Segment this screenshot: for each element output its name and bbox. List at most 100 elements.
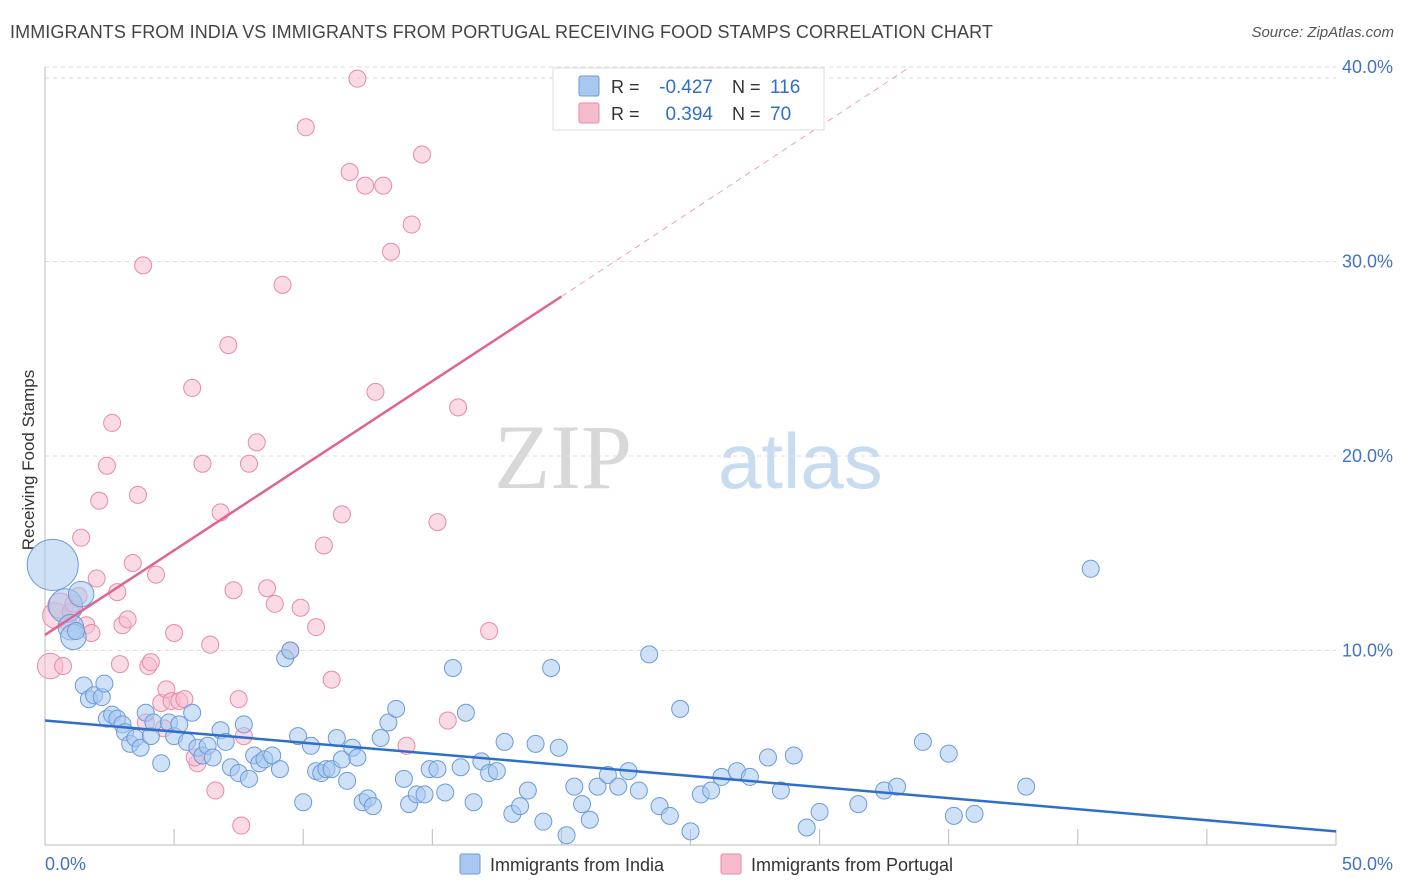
stats-n-label-portugal: N = <box>732 104 761 124</box>
portugal-point <box>123 553 142 572</box>
portugal-point <box>97 456 116 475</box>
india-point <box>888 777 907 796</box>
portugal-point <box>273 275 292 294</box>
india-point <box>671 699 690 718</box>
portugal-point <box>219 336 238 355</box>
stats-legend: R = -0.427 N = 116 R = 0.394 N = 70 <box>552 67 825 131</box>
india-point <box>443 659 462 678</box>
india-point <box>464 793 483 812</box>
portugal-point <box>374 176 393 195</box>
portugal-trend-line <box>44 295 563 636</box>
legend-swatch-india <box>459 853 481 875</box>
y-tick-labels: 10.0% 20.0% 30.0% 40.0% <box>1342 57 1393 661</box>
india-trend-line <box>44 719 1337 833</box>
india-point <box>640 645 659 664</box>
india-point <box>542 659 561 678</box>
y-tick-label: 30.0% <box>1342 252 1393 272</box>
x-tick-labels: 0.0% 50.0% <box>45 854 1393 874</box>
india-point <box>371 729 390 748</box>
india-point <box>451 758 470 777</box>
portugal-point <box>307 618 326 637</box>
legend-label-portugal: Immigrants from Portugal <box>751 855 953 875</box>
portugal-point <box>296 118 315 137</box>
india-point <box>944 806 963 825</box>
portugal-point <box>103 413 122 432</box>
portugal-point <box>110 655 129 674</box>
portugal-point <box>438 711 457 730</box>
portugal-point <box>175 690 194 709</box>
india-point <box>549 738 568 757</box>
india-point <box>849 795 868 814</box>
india-point <box>270 760 289 779</box>
portugal-point <box>183 378 202 397</box>
india-point <box>363 797 382 816</box>
portugal-point <box>141 653 160 672</box>
portugal-point <box>134 256 153 275</box>
portugal-point <box>128 485 147 504</box>
y-tick-label: 10.0% <box>1342 641 1393 661</box>
portugal-point <box>322 670 341 689</box>
portugal-point <box>165 623 184 642</box>
india-point <box>294 793 313 812</box>
india-point <box>152 754 171 773</box>
stats-r-value-india: -0.427 <box>659 77 713 98</box>
india-point <box>495 732 514 751</box>
portugal-point <box>402 215 421 234</box>
india-point <box>131 738 150 757</box>
india-point <box>1017 777 1036 796</box>
portugal-trend-extension <box>561 66 911 297</box>
india-point <box>234 715 253 734</box>
legend-swatch-portugal <box>720 853 742 875</box>
india-point <box>534 812 553 831</box>
portugal-point <box>332 505 351 524</box>
india-point <box>565 777 584 796</box>
portugal-point <box>229 690 248 709</box>
india-point <box>797 818 816 837</box>
grid-lines <box>45 66 1337 845</box>
stats-n-value-india: 116 <box>770 77 800 98</box>
x-tick-label: 50.0% <box>1342 854 1393 874</box>
india-point <box>511 797 530 816</box>
india-point <box>263 746 282 765</box>
india-point <box>281 641 300 660</box>
portugal-point <box>291 598 310 617</box>
india-point <box>26 538 79 591</box>
chart-source: Source: ZipAtlas.com <box>1251 24 1394 41</box>
stats-r-label-india: R = <box>611 77 640 97</box>
axes <box>44 67 1336 846</box>
portugal-point <box>54 657 73 676</box>
india-point <box>379 713 398 732</box>
portugal-point <box>87 569 106 588</box>
portugal-point <box>193 454 212 473</box>
india-point <box>810 802 829 821</box>
india-points <box>26 538 1100 845</box>
india-point <box>588 777 607 796</box>
portugal-point <box>211 503 230 522</box>
portugal-point <box>232 816 251 835</box>
india-point <box>598 765 617 784</box>
india-point <box>487 762 506 781</box>
india-point <box>771 781 790 800</box>
portugal-point <box>356 176 375 195</box>
stats-r-label-portugal: R = <box>611 104 640 124</box>
series-legend: Immigrants from India Immigrants from Po… <box>459 853 953 875</box>
india-point <box>348 748 367 767</box>
stats-swatch-india <box>578 75 600 97</box>
portugal-point <box>201 635 220 654</box>
india-point <box>428 760 447 779</box>
india-point <box>95 674 114 693</box>
india-point <box>609 777 628 796</box>
india-point <box>740 767 759 786</box>
portugal-point <box>348 69 367 88</box>
portugal-point <box>224 581 243 600</box>
india-point <box>289 727 308 746</box>
portugal-point <box>258 579 277 598</box>
india-point <box>681 822 700 841</box>
portugal-point <box>247 433 266 452</box>
india-point <box>301 736 320 755</box>
portugal-point <box>314 536 333 555</box>
y-tick-label: 40.0% <box>1342 57 1393 77</box>
india-point <box>660 806 679 825</box>
watermark-atlas: atlas <box>718 417 883 505</box>
india-point <box>580 810 599 829</box>
